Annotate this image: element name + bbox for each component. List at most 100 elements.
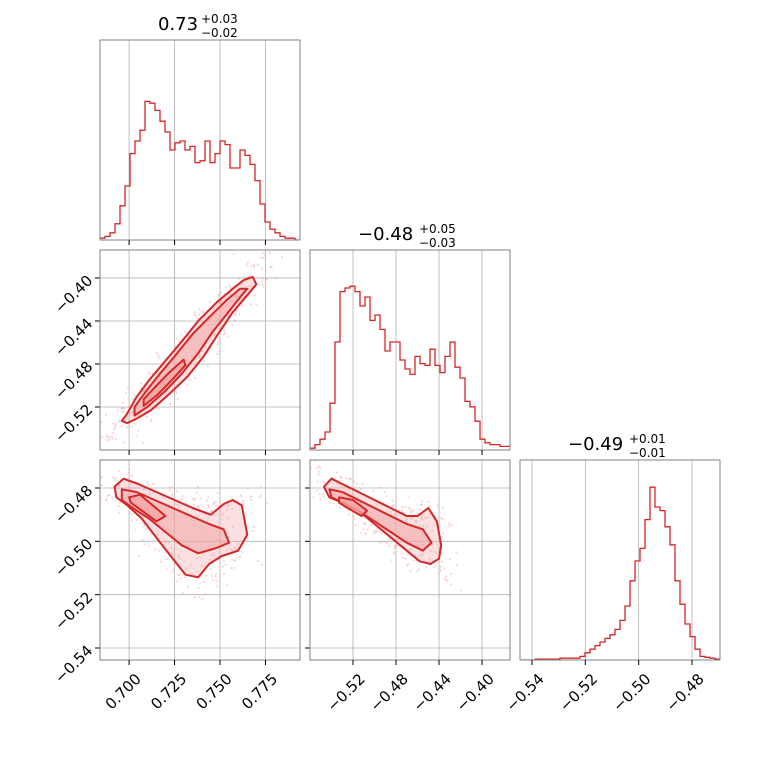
- scatter-point: [199, 497, 202, 500]
- scatter-point: [195, 491, 199, 495]
- scatter-point: [87, 477, 89, 479]
- scatter-point: [255, 303, 258, 306]
- scatter-point: [203, 580, 206, 584]
- scatter-point: [409, 570, 412, 573]
- scatter-point: [176, 503, 179, 506]
- scatter-point: [195, 557, 198, 560]
- scatter-point: [433, 550, 436, 553]
- scatter-point: [317, 473, 321, 476]
- scatter-point: [250, 303, 253, 306]
- title-param-2: −0.49 +0.01 −0.01: [568, 432, 666, 460]
- x-tick-label: −0.48: [663, 670, 708, 715]
- scatter-point: [196, 505, 199, 508]
- panel-frame: [99, 249, 301, 451]
- scatter-point: [443, 567, 446, 570]
- scatter-point: [265, 277, 268, 280]
- scatter-point: [178, 573, 181, 576]
- scatter-point: [233, 319, 236, 322]
- scatter-point: [112, 476, 115, 479]
- scatter-point: [226, 503, 229, 506]
- scatter-point: [388, 538, 391, 541]
- scatter-point: [317, 465, 321, 468]
- scatter-point: [115, 499, 118, 502]
- scatter-point: [429, 559, 432, 562]
- scatter-point: [370, 523, 373, 527]
- scatter-point: [412, 559, 415, 562]
- scatter-point: [165, 568, 168, 571]
- scatter-point: [120, 407, 123, 410]
- y-tick-label: −0.52: [51, 401, 96, 446]
- scatter-point: [104, 413, 108, 416]
- scatter-point: [217, 293, 220, 297]
- scatter-point: [319, 467, 322, 470]
- scatter-point: [129, 411, 132, 415]
- scatter-point: [100, 476, 103, 479]
- scatter-point: [118, 484, 121, 488]
- scatter-point: [420, 516, 423, 519]
- scatter-point: [436, 504, 440, 507]
- scatter-point: [168, 489, 171, 492]
- scatter-point: [355, 482, 359, 485]
- scatter-point: [259, 494, 263, 497]
- scatter-point: [439, 565, 442, 568]
- scatter-point: [120, 410, 123, 413]
- scatter-point: [259, 256, 262, 259]
- scatter-point: [173, 390, 176, 394]
- scatter-point: [402, 544, 405, 547]
- x-tick-label: 0.750: [193, 670, 236, 713]
- scatter-point: [411, 516, 414, 519]
- scatter-point: [339, 475, 342, 478]
- scatter-point: [206, 365, 209, 368]
- scatter-point: [175, 337, 179, 340]
- histogram-step: [100, 100, 300, 240]
- scatter-point: [216, 352, 219, 355]
- scatter-point: [439, 516, 443, 520]
- scatter-point: [191, 572, 194, 575]
- panel-frame: [99, 459, 301, 661]
- scatter-point: [128, 468, 132, 471]
- scatter-point: [235, 309, 239, 312]
- scatter-point: [207, 496, 210, 499]
- scatter-point: [347, 489, 350, 492]
- scatter-point: [192, 503, 195, 506]
- scatter-point: [210, 574, 214, 578]
- scatter-point: [175, 580, 178, 583]
- scatter-point: [173, 548, 176, 551]
- scatter-point: [262, 286, 265, 289]
- scatter-point: [406, 553, 409, 556]
- scatter-point: [197, 505, 201, 508]
- scatter-point: [228, 292, 231, 296]
- scatter-point: [250, 498, 253, 501]
- scatter-point: [148, 492, 152, 496]
- scatter-point: [177, 573, 180, 576]
- scatter-point: [231, 323, 234, 327]
- title-minus: −0.02: [201, 26, 238, 40]
- scatter-point: [122, 411, 125, 414]
- x-tick-label: −0.54: [503, 670, 548, 715]
- scatter-point: [422, 552, 425, 555]
- scatter-point: [215, 504, 218, 507]
- scatter-point: [375, 530, 378, 533]
- scatter-point: [233, 559, 236, 563]
- scatter-point: [114, 438, 117, 441]
- scatter-point: [128, 471, 131, 475]
- pair-plot-area: [100, 251, 284, 444]
- scatter-point: [228, 284, 231, 287]
- scatter-point: [178, 340, 181, 343]
- scatter-point: [233, 319, 236, 323]
- scatter-point: [391, 504, 394, 508]
- y-tick-label: −0.54: [51, 642, 96, 687]
- scatter-point: [270, 265, 273, 269]
- y-tick-label: −0.52: [51, 588, 96, 633]
- scatter-point: [392, 551, 396, 554]
- scatter-point: [375, 530, 378, 533]
- scatter-point: [194, 497, 197, 500]
- scatter-point: [432, 566, 435, 569]
- scatter-point: [248, 274, 252, 277]
- scatter-point: [408, 548, 412, 551]
- scatter-point: [416, 512, 419, 515]
- scatter-point: [231, 549, 234, 552]
- scatter-point: [197, 556, 200, 559]
- x-tick-label: −0.44: [410, 670, 455, 715]
- scatter-point: [435, 552, 438, 555]
